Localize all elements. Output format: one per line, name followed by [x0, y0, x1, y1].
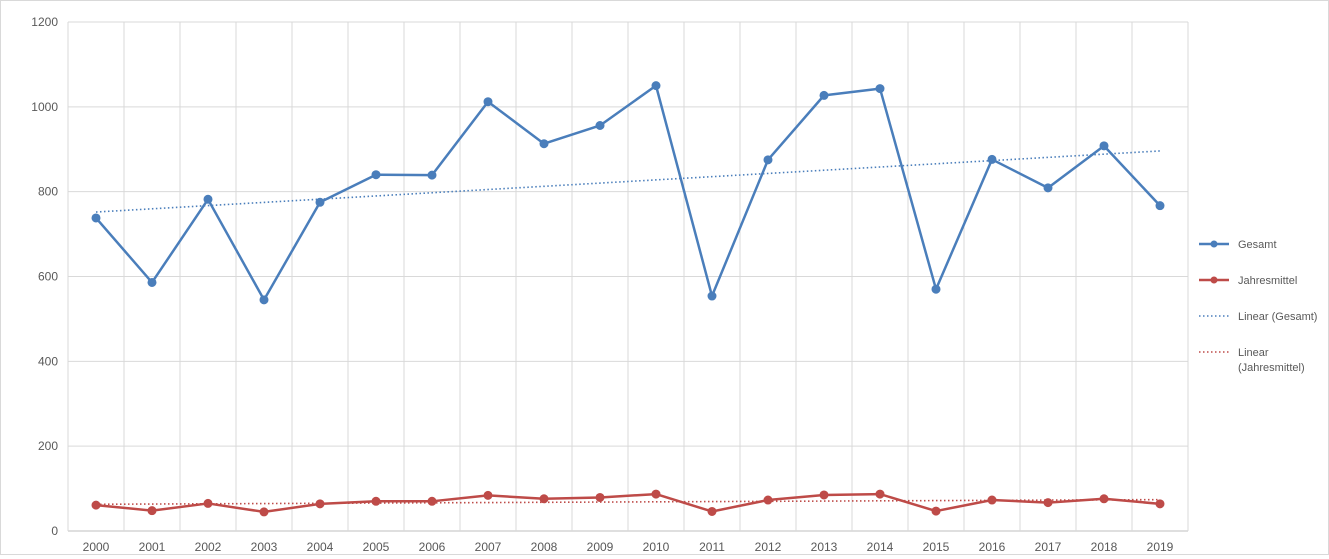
data-point-gesamt-2003 [259, 295, 269, 305]
data-point-gesamt-2002 [203, 194, 213, 204]
data-point-gesamt-2001 [147, 277, 157, 287]
y-tick-label-1200: 1200 [31, 15, 58, 29]
x-tick-label-2006: 2006 [419, 540, 446, 554]
data-point-jahresmittel-2010 [651, 489, 661, 499]
series-line-jahresmittel [95, 492, 1161, 514]
x-tick-label-2013: 2013 [811, 540, 838, 554]
x-tick-label-2004: 2004 [307, 540, 334, 554]
data-point-jahresmittel-2005 [371, 496, 381, 506]
data-point-gesamt-2004 [315, 197, 325, 207]
data-point-gesamt-2015 [931, 284, 941, 294]
trendlines [95, 150, 1161, 506]
data-point-jahresmittel-2003 [259, 507, 269, 517]
x-tick-label-2016: 2016 [979, 540, 1006, 554]
x-tick-label-2005: 2005 [363, 540, 390, 554]
data-point-jahresmittel-2018 [1099, 494, 1109, 504]
data-series [91, 81, 1165, 517]
data-point-jahresmittel-2015 [931, 506, 941, 516]
data-point-jahresmittel-2012 [763, 495, 773, 505]
data-point-jahresmittel-2013 [819, 490, 829, 500]
data-point-jahresmittel-2006 [427, 496, 437, 506]
data-point-gesamt-2005 [371, 170, 381, 180]
x-tick-label-2001: 2001 [139, 540, 166, 554]
legend-label-linear-gesamt: Linear (Gesamt) [1238, 311, 1317, 323]
y-axis-ticks: 0 200 400 600 800 1000 1200 [31, 15, 58, 538]
x-tick-label-2010: 2010 [643, 540, 670, 554]
data-point-gesamt-2012 [763, 155, 773, 165]
trendline-0 [95, 150, 1161, 213]
x-tick-label-2012: 2012 [755, 540, 782, 554]
data-point-gesamt-2019 [1155, 201, 1165, 211]
data-point-gesamt-2006 [427, 170, 437, 180]
data-point-jahresmittel-2014 [875, 489, 885, 499]
x-tick-label-2017: 2017 [1035, 540, 1062, 554]
data-point-gesamt-2016 [987, 154, 997, 164]
x-tick-label-2008: 2008 [531, 540, 558, 554]
legend-label-gesamt: Gesamt [1238, 239, 1277, 251]
data-point-jahresmittel-2019 [1155, 499, 1165, 509]
y-tick-label-600: 600 [38, 270, 58, 284]
legend: Gesamt Jahresmittel Linear (Gesamt) Linear (… [1199, 239, 1317, 374]
gridlines [67, 21, 1189, 532]
x-tick-label-2002: 2002 [195, 540, 222, 554]
data-point-gesamt-2018 [1099, 141, 1109, 151]
legend-label-linear-jahresmittel-2: (Jahresmittel) [1238, 362, 1305, 374]
legend-marker-gesamt [1210, 240, 1218, 248]
x-tick-label-2019: 2019 [1147, 540, 1174, 554]
x-tick-label-2007: 2007 [475, 540, 502, 554]
x-tick-label-2014: 2014 [867, 540, 894, 554]
data-point-gesamt-2007 [483, 97, 493, 107]
data-point-gesamt-2010 [651, 81, 661, 91]
data-point-jahresmittel-2004 [315, 499, 325, 509]
data-point-jahresmittel-2017 [1043, 498, 1053, 508]
legend-label-linear-jahresmittel: Linear [1238, 347, 1269, 359]
data-point-jahresmittel-2002 [203, 498, 213, 508]
x-tick-label-2009: 2009 [587, 540, 614, 554]
data-point-gesamt-2013 [819, 90, 829, 100]
x-tick-label-2003: 2003 [251, 540, 278, 554]
y-tick-label-400: 400 [38, 354, 58, 368]
y-tick-label-1000: 1000 [31, 100, 58, 114]
data-point-gesamt-2017 [1043, 183, 1053, 193]
x-tick-label-2011: 2011 [699, 540, 725, 554]
data-point-jahresmittel-2016 [987, 495, 997, 505]
x-tick-label-2000: 2000 [83, 540, 110, 554]
x-axis-ticks: 2000 2001 2002 2003 2004 2005 2006 2007 2008 2009… [83, 540, 1174, 554]
data-point-gesamt-2011 [707, 291, 717, 301]
data-point-jahresmittel-2001 [147, 506, 157, 516]
data-point-gesamt-2009 [595, 120, 605, 130]
y-tick-label-200: 200 [38, 439, 58, 453]
legend-label-jahresmittel: Jahresmittel [1238, 275, 1297, 287]
y-tick-label-800: 800 [38, 185, 58, 199]
data-point-jahresmittel-2011 [707, 506, 717, 516]
data-point-jahresmittel-2000 [91, 500, 101, 510]
data-point-gesamt-2000 [91, 213, 101, 223]
data-point-jahresmittel-2008 [539, 494, 549, 504]
x-tick-label-2015: 2015 [923, 540, 950, 554]
data-point-gesamt-2008 [539, 139, 549, 149]
legend-marker-jahresmittel [1210, 276, 1218, 284]
data-point-jahresmittel-2007 [483, 490, 493, 500]
x-tick-label-2018: 2018 [1091, 540, 1118, 554]
data-point-gesamt-2014 [875, 84, 885, 94]
series-line-gesamt [95, 84, 1161, 302]
trendline-1 [95, 498, 1161, 506]
y-tick-label-0: 0 [51, 524, 58, 538]
data-point-jahresmittel-2009 [595, 492, 605, 502]
